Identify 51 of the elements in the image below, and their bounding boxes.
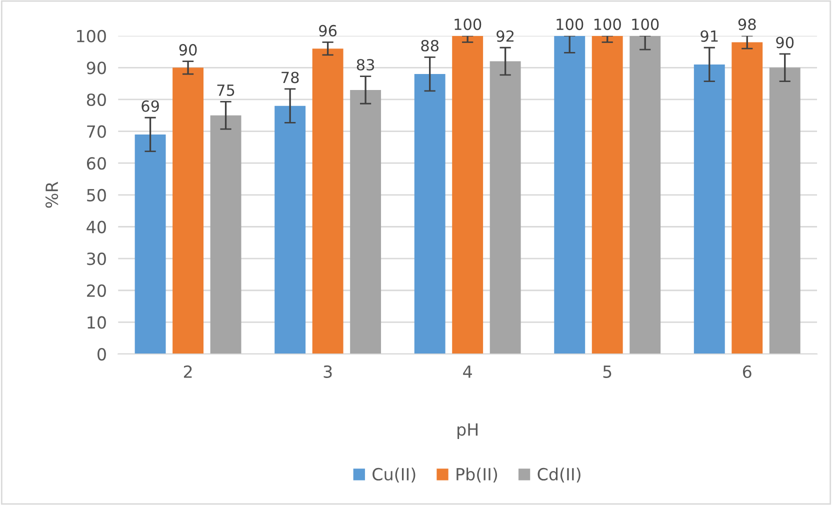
data-label: 88: [421, 40, 439, 52]
y-tick-label: 0: [98, 348, 106, 361]
data-label: 96: [319, 24, 337, 36]
bar: [414, 74, 446, 354]
bar: [490, 61, 521, 354]
data-label: 100: [594, 18, 621, 30]
legend-label: Pb(II): [456, 468, 498, 482]
y-tick-label: 90: [86, 62, 106, 74]
bar: [694, 64, 725, 354]
y-tick-label: 40: [86, 220, 106, 234]
x-tick-label: 3: [324, 365, 332, 378]
y-tick-label: 20: [87, 284, 106, 297]
bar: [732, 42, 763, 354]
legend-label: Cu(II): [372, 468, 416, 482]
bar: [172, 68, 204, 354]
y-tick-label: 30: [87, 252, 106, 266]
legend-label: Cd(II): [538, 468, 580, 482]
x-tick-label: 2: [184, 365, 192, 378]
bar: [554, 36, 586, 354]
x-tick-label: 4: [463, 366, 472, 378]
data-label: 98: [738, 18, 756, 30]
data-label: 91: [700, 30, 718, 42]
bar: [312, 48, 344, 354]
data-label: 90: [776, 36, 794, 48]
data-label: 78: [282, 72, 299, 84]
data-label: 83: [356, 58, 374, 71]
data-label: 92: [496, 30, 514, 42]
bar: [452, 36, 484, 354]
bar: [274, 106, 306, 354]
y-tick-label: 80: [86, 93, 106, 106]
y-tick-label: 60: [86, 157, 106, 170]
bar: [134, 134, 166, 354]
y-axis-title: %R: [45, 182, 58, 208]
y-tick-label: 100: [77, 30, 106, 42]
bar: [630, 36, 661, 354]
y-tick-label: 50: [87, 188, 106, 202]
bar: [210, 115, 242, 354]
data-label: 100: [556, 18, 584, 30]
y-tick-label: 70: [87, 125, 106, 138]
data-label: 90: [179, 44, 197, 56]
bar: [592, 36, 623, 354]
bar: [769, 68, 800, 354]
bar: [350, 90, 382, 354]
data-label: 100: [632, 18, 659, 30]
x-tick-label: 5: [603, 366, 612, 378]
data-label: 75: [217, 84, 234, 96]
x-axis-title: pH: [458, 423, 478, 440]
data-label: 69: [142, 100, 159, 112]
data-label: 100: [454, 18, 482, 30]
x-tick-label: 6: [743, 365, 752, 378]
y-tick-label: 10: [88, 316, 106, 329]
